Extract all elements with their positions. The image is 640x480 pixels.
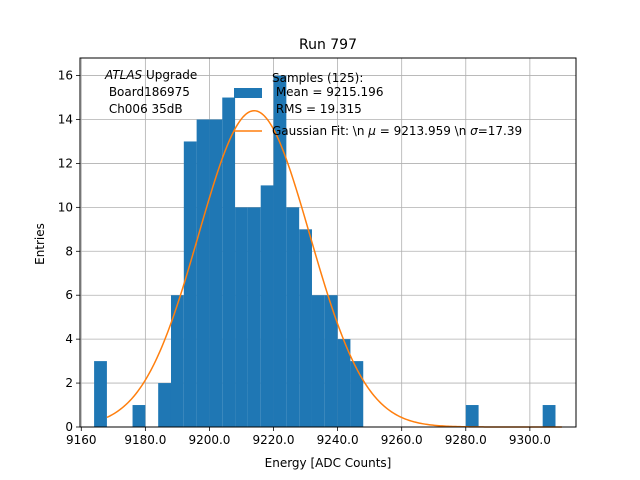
legend-histogram-label-1: Samples (125): <box>272 71 363 85</box>
plot-frame <box>79 57 577 428</box>
histogram-bar <box>337 339 351 427</box>
histogram-bar <box>350 361 364 427</box>
histogram-bar <box>465 405 479 427</box>
x-tick-label: 9200.0 <box>188 433 230 447</box>
atlas-annotation: ATLAS Upgrade Board186975 Ch006 35dB <box>104 68 197 116</box>
x-axis-label: Energy [ADC Counts] <box>265 456 392 470</box>
y-tick-label: 10 <box>58 200 73 214</box>
histogram-bar <box>273 75 287 428</box>
annotation-line-2: Board186975 <box>105 85 190 99</box>
histogram-bar <box>132 405 146 427</box>
y-tick-label: 2 <box>65 376 73 390</box>
histogram-bar <box>260 185 274 427</box>
histogram-bar <box>286 207 300 427</box>
histogram-bar <box>94 361 107 427</box>
histogram-bar <box>311 295 325 427</box>
x-tick-label: 9280.0 <box>445 433 487 447</box>
y-tick-label: 16 <box>58 69 73 83</box>
histogram-bar <box>170 295 184 427</box>
y-axis-ticks: 0 2 4 6 8 10 12 14 16 <box>58 69 80 434</box>
grid-lines <box>80 58 576 428</box>
chart-title: Run 797 <box>299 37 357 53</box>
x-tick-label: 9260.0 <box>381 433 423 447</box>
x-axis-ticks: 9160 9180.0 9200.0 9220.0 9240.0 9260.0 9280.0… <box>66 427 551 447</box>
histogram-bar <box>158 383 171 427</box>
histogram-bar <box>235 207 248 427</box>
annotation-line-3: Ch006 35dB <box>105 102 183 116</box>
y-tick-label: 8 <box>65 244 73 258</box>
histogram-bar <box>299 229 312 427</box>
x-tick-label: 9180.0 <box>124 433 166 447</box>
x-tick-label: 9220.0 <box>253 433 295 447</box>
legend-fit-label: Gaussian Fit: \n μ = 9213.959 \n σ=17.39 <box>272 124 522 138</box>
legend-histogram-swatch <box>234 88 262 98</box>
histogram-bar <box>324 295 338 427</box>
histogram-bar <box>222 97 236 428</box>
histogram-bar <box>247 207 261 427</box>
histogram-bar <box>209 119 223 427</box>
legend: Samples (125): Mean = 9215.196 RMS = 19.… <box>234 71 522 138</box>
y-tick-label: 14 <box>58 113 73 127</box>
histogram-bar <box>542 405 556 427</box>
legend-histogram-label-3: RMS = 19.315 <box>272 102 362 116</box>
y-axis-label: Entries <box>33 223 47 265</box>
histogram-bars <box>94 75 556 428</box>
annotation-line-1: ATLAS Upgrade <box>104 68 197 82</box>
histogram-bar <box>183 141 197 427</box>
histogram-bar <box>196 119 210 427</box>
y-tick-label: 6 <box>65 288 73 302</box>
y-tick-label: 0 <box>65 420 73 434</box>
x-tick-label: 9300.0 <box>509 433 551 447</box>
x-tick-label: 9240.0 <box>317 433 359 447</box>
y-tick-label: 12 <box>58 156 73 170</box>
legend-histogram-label-2: Mean = 9215.196 <box>272 85 383 99</box>
y-tick-label: 4 <box>65 332 73 346</box>
x-tick-label: 9160 <box>66 433 97 447</box>
